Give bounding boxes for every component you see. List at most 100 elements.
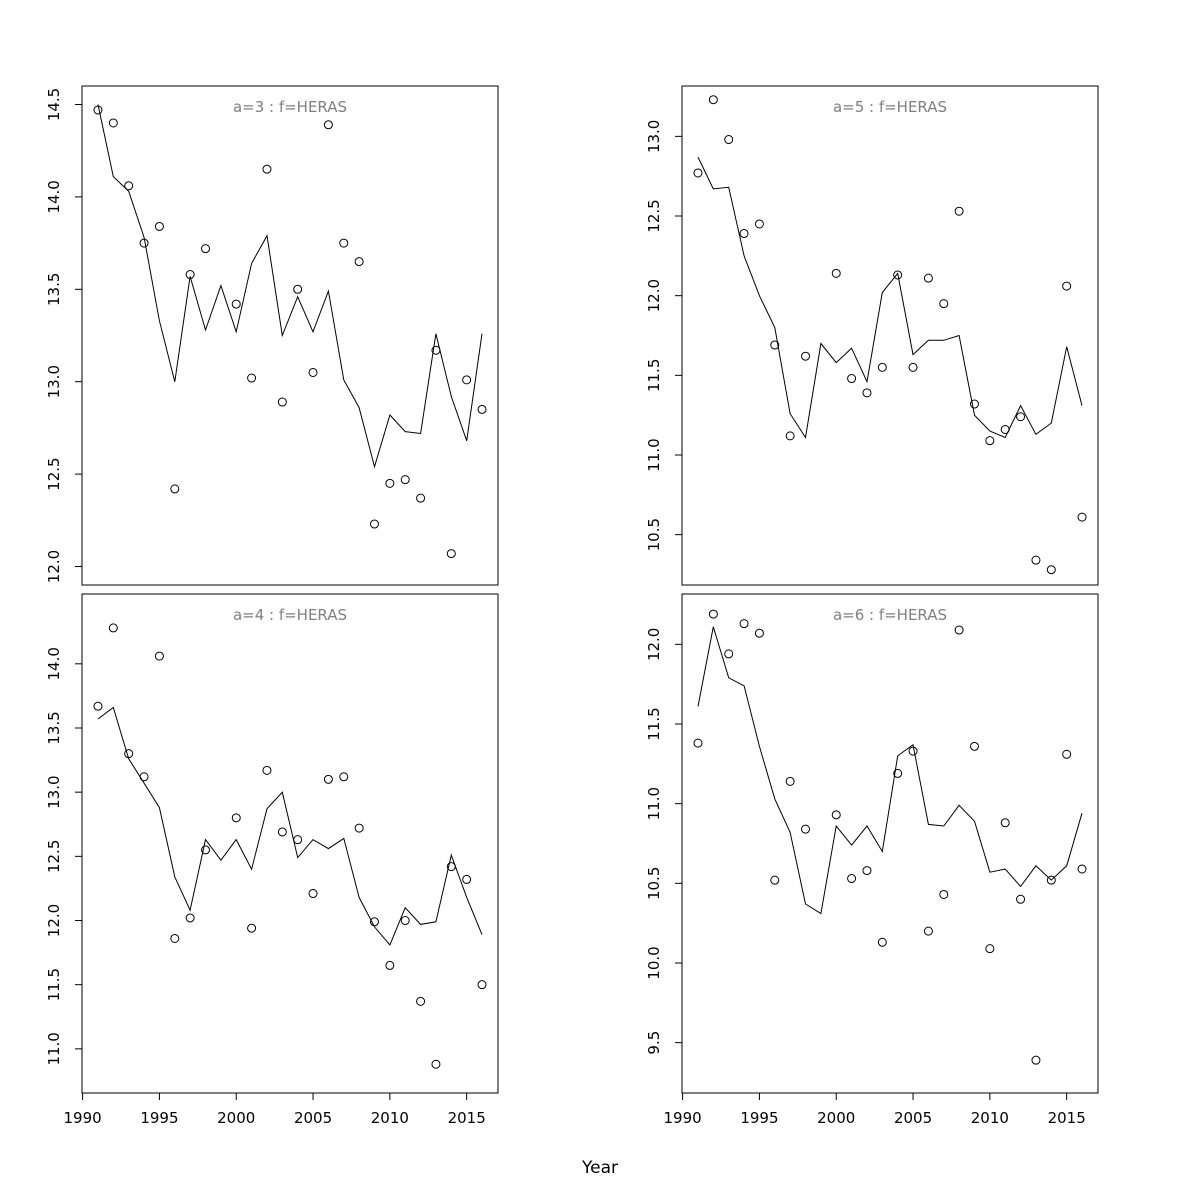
- data-point: [185, 913, 195, 923]
- data-point: [893, 270, 903, 280]
- data-point: [969, 399, 979, 409]
- data-point: [139, 238, 149, 248]
- data-point: [108, 118, 118, 128]
- data-point: [954, 625, 964, 635]
- y-tick-label: 14.5: [45, 88, 63, 121]
- y-tick-label: 11.0: [645, 438, 663, 471]
- data-point: [277, 397, 287, 407]
- data-point: [1077, 864, 1087, 874]
- y-tick-label: 12.0: [645, 628, 663, 661]
- y-tick-label: 11.5: [645, 359, 663, 392]
- y-tick-label: 12.0: [45, 904, 63, 937]
- x-tick-label: 2000: [217, 1109, 255, 1127]
- data-point: [416, 996, 426, 1006]
- data-point: [201, 244, 211, 254]
- data-point: [877, 937, 887, 947]
- panel-title: a=3 : f=HERAS: [233, 98, 347, 116]
- fitted-line: [697, 626, 1083, 915]
- data-point: [1062, 281, 1072, 291]
- data-point: [739, 229, 749, 239]
- data-point: [293, 284, 303, 294]
- data-point: [754, 628, 764, 638]
- y-tick-label: 12.0: [645, 279, 663, 312]
- data-point: [831, 268, 841, 278]
- data-point: [847, 374, 857, 384]
- data-point: [1016, 894, 1026, 904]
- data-point: [108, 623, 118, 633]
- data-point: [1062, 749, 1072, 759]
- data-point: [770, 875, 780, 885]
- data-point: [785, 776, 795, 786]
- data-point: [354, 823, 364, 833]
- x-tick-label: 2005: [294, 1109, 332, 1127]
- data-point: [739, 619, 749, 629]
- data-point: [708, 95, 718, 105]
- data-point: [231, 299, 241, 309]
- x-tick-label: 1990: [664, 1109, 702, 1127]
- x-tick-label: 2010: [971, 1109, 1009, 1127]
- data-point: [416, 493, 426, 503]
- plot-frame: [681, 593, 1099, 1094]
- data-point: [923, 273, 933, 283]
- data-point: [170, 484, 180, 494]
- data-point: [154, 651, 164, 661]
- data-point: [369, 519, 379, 529]
- data-point: [893, 768, 903, 778]
- x-tick-label: 2010: [371, 1109, 409, 1127]
- data-point: [385, 960, 395, 970]
- data-point: [693, 738, 703, 748]
- data-point: [1000, 818, 1010, 828]
- x-tick-label: 2000: [817, 1109, 855, 1127]
- x-axis-label: Year: [581, 1158, 618, 1178]
- y-tick-label: 13.5: [45, 711, 63, 744]
- x-tick-label: 2015: [448, 1109, 486, 1127]
- data-point: [354, 257, 364, 267]
- y-tick-label: 11.0: [45, 1032, 63, 1065]
- data-point: [969, 741, 979, 751]
- data-point: [985, 436, 995, 446]
- x-tick-label: 1990: [64, 1109, 102, 1127]
- y-tick-label: 13.0: [45, 775, 63, 808]
- data-point: [1031, 555, 1041, 565]
- data-point: [862, 388, 872, 398]
- y-tick-label: 14.0: [45, 180, 63, 213]
- data-point: [247, 373, 257, 383]
- data-point: [1016, 412, 1026, 422]
- data-point: [323, 774, 333, 784]
- y-tick-label: 13.0: [645, 120, 663, 153]
- data-point: [908, 746, 918, 756]
- panel-title: a=6 : f=HERAS: [833, 606, 947, 624]
- chart-panel-2: a=5 : f=HERAS 10.5 11.0 11.5 12.0 12.5 13.0: [645, 85, 1099, 586]
- data-point: [170, 933, 180, 943]
- data-point: [770, 340, 780, 350]
- y-tick-label: 10.0: [645, 946, 663, 979]
- data-point: [385, 478, 395, 488]
- data-point: [939, 889, 949, 899]
- data-point: [308, 367, 318, 377]
- plot-frame: [81, 593, 499, 1094]
- x-tick-label: 1995: [740, 1109, 778, 1127]
- y-tick-label: 9.5: [645, 1031, 663, 1055]
- x-tick-label: 2005: [894, 1109, 932, 1127]
- data-point: [339, 238, 349, 248]
- data-point: [400, 916, 410, 926]
- data-point: [201, 845, 211, 855]
- y-tick-label: 12.5: [45, 457, 63, 490]
- data-point: [477, 404, 487, 414]
- y-tick-label: 11.5: [645, 707, 663, 740]
- data-point: [231, 813, 241, 823]
- data-point: [323, 120, 333, 130]
- data-point: [985, 944, 995, 954]
- data-point: [708, 609, 718, 619]
- data-point: [1046, 565, 1056, 575]
- data-point: [724, 135, 734, 145]
- y-tick-label: 11.5: [45, 968, 63, 1001]
- data-point: [154, 221, 164, 231]
- data-point: [308, 889, 318, 899]
- data-point: [247, 923, 257, 933]
- data-point: [1077, 512, 1087, 522]
- data-point: [939, 299, 949, 309]
- data-point: [785, 431, 795, 441]
- data-point: [369, 917, 379, 927]
- y-tick-label: 10.5: [645, 518, 663, 551]
